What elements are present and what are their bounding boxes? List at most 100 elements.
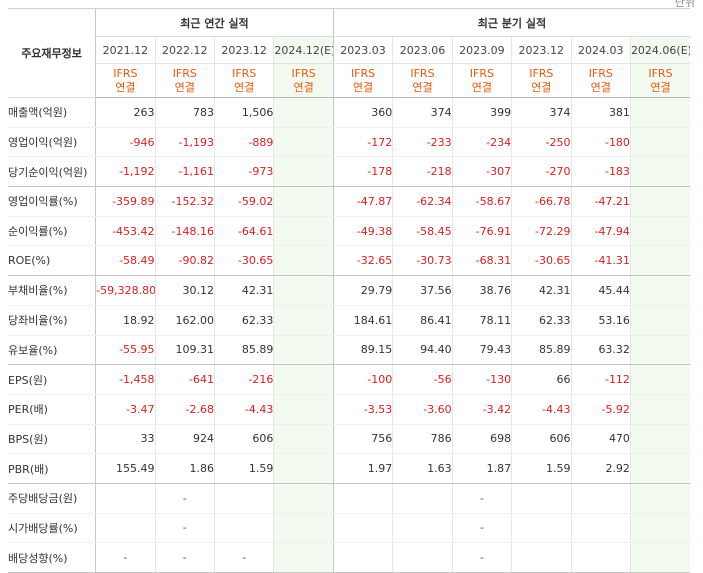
value-cell: -216 [213, 364, 274, 395]
value-cell: 470 [570, 424, 631, 455]
consolidation-basis: 연결 [234, 80, 255, 94]
value-cell: -2.68 [154, 394, 215, 425]
value-cell [273, 275, 334, 306]
annual-header: 최근 연간 실적 [95, 8, 334, 37]
value-cell: -72.29 [511, 216, 572, 247]
ifrs-basis-cell: IFRS 연결 [451, 63, 512, 98]
value-cell [629, 156, 690, 188]
value-cell: - [154, 513, 215, 544]
row-label: 순이익률(%) [8, 216, 96, 247]
value-cell: -58.67 [451, 186, 512, 217]
value-cell: -946 [95, 127, 156, 158]
value-cell: 606 [213, 424, 274, 455]
row-label: BPS(원) [8, 424, 96, 455]
value-cell: 698 [451, 424, 512, 455]
value-cell: -58.49 [95, 245, 156, 277]
row-label: 영업이익률(%) [8, 186, 96, 217]
ifrs-label: IFRS [232, 66, 257, 80]
value-cell [273, 186, 334, 217]
value-cell: 62.33 [511, 305, 572, 336]
value-cell [213, 513, 274, 544]
ifrs-basis-cell: IFRS 연결 [629, 63, 690, 98]
row-label: 당기순이익(억원) [8, 156, 96, 188]
value-cell: 374 [511, 97, 572, 128]
value-cell: -4.43 [511, 394, 572, 425]
value-cell: -30.73 [392, 245, 453, 277]
value-cell: 1,506 [213, 97, 274, 128]
value-cell: -112 [570, 364, 631, 395]
value-cell: 42.31 [511, 275, 572, 306]
value-cell: -218 [392, 156, 453, 188]
value-cell: -359.89 [95, 186, 156, 217]
value-cell: 63.32 [570, 335, 631, 366]
value-cell: 1.59 [511, 453, 572, 484]
value-cell: 86.41 [392, 305, 453, 336]
value-cell: -1,193 [154, 127, 215, 158]
table-row: PER(배) -3.47 -2.68 -4.43 -3.53 -3.60 -3.42 -4.4… [8, 394, 690, 425]
value-cell: -4.43 [213, 394, 274, 425]
period-header: 2023.12 [213, 36, 274, 64]
value-cell: 381 [570, 97, 631, 128]
value-cell: -152.32 [154, 186, 215, 217]
value-cell: 42.31 [213, 275, 274, 306]
value-cell [629, 483, 690, 514]
value-cell: 263 [95, 97, 156, 128]
period-header: 2023.03 [332, 36, 393, 64]
table-row: 배당성향(%) - - - - [8, 542, 690, 573]
ifrs-label: IFRS [350, 66, 376, 80]
value-cell: -3.47 [95, 394, 156, 425]
row-label: 부채비율(%) [8, 275, 96, 306]
value-cell: 783 [154, 97, 215, 128]
value-cell [629, 305, 690, 336]
value-cell [629, 216, 690, 247]
table-row: BPS(원) 33 924 606 756 786 698 606 470 [8, 424, 690, 455]
value-cell: 374 [392, 97, 453, 128]
row-label: 영업이익(억원) [8, 127, 96, 158]
value-cell: - [451, 483, 512, 514]
value-cell [629, 245, 690, 277]
value-cell: 30.12 [154, 275, 215, 306]
row-label: ROE(%) [8, 245, 96, 277]
value-cell: 184.61 [332, 305, 393, 336]
value-cell [629, 513, 690, 544]
value-cell [273, 542, 334, 573]
value-cell: 1.86 [154, 453, 215, 484]
ifrs-basis-cell: IFRS 연결 [392, 63, 453, 98]
value-cell [629, 364, 690, 395]
ifrs-label: IFRS [113, 66, 138, 80]
period-header: 2023.06 [392, 36, 453, 64]
value-cell: 786 [392, 424, 453, 455]
value-cell [273, 513, 334, 544]
row-label: 주당배당금(원) [8, 483, 96, 514]
value-cell [273, 394, 334, 425]
quarter-header: 최근 분기 실적 [332, 8, 690, 37]
value-cell: -180 [570, 127, 631, 158]
value-cell [95, 483, 156, 514]
table-row: PBR(배) 155.49 1.86 1.59 1.97 1.63 1.87 1.59 2.92 [8, 453, 690, 484]
value-cell: 399 [451, 97, 512, 128]
row-label: 매출액(억원) [8, 97, 96, 128]
value-cell [629, 335, 690, 366]
consolidation-basis: 연결 [531, 80, 552, 94]
value-cell: - [451, 542, 512, 573]
value-cell: - [154, 542, 215, 573]
value-cell: -307 [451, 156, 512, 188]
value-cell [273, 156, 334, 188]
value-cell [629, 542, 690, 573]
row-label: PBR(배) [8, 453, 96, 484]
consolidation-basis: 연결 [115, 80, 136, 94]
row-label: 배당성향(%) [8, 542, 96, 573]
ifrs-basis-cell: IFRS 연결 [332, 63, 393, 98]
value-cell: -62.34 [392, 186, 453, 217]
value-cell [273, 424, 334, 455]
value-cell: 1.87 [451, 453, 512, 484]
value-cell [332, 483, 393, 514]
value-cell [213, 483, 274, 514]
financial-summary-table: 주요재무정보 최근 연간 실적 최근 분기 실적 2021.12 2022.12 2… [8, 8, 690, 573]
value-cell: 85.89 [511, 335, 572, 366]
ifrs-basis-cell: IFRS 연결 [95, 63, 156, 98]
value-cell [629, 275, 690, 306]
consolidation-basis: 연결 [412, 80, 433, 94]
table-row: 부채비율(%) -59,328.80 30.12 42.31 29.79 37.56 38.… [8, 275, 690, 306]
row-label: 당좌비율(%) [8, 305, 96, 336]
